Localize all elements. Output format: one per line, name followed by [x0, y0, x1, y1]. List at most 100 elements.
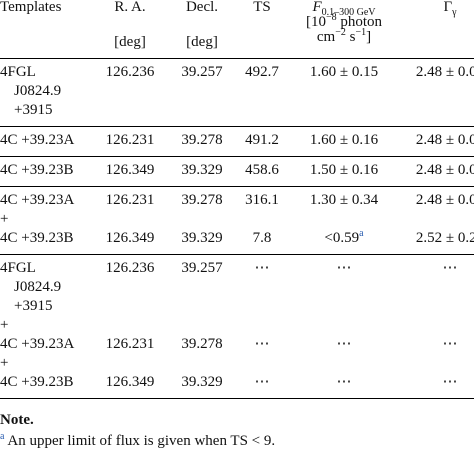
cell-value: 39.278 — [181, 336, 223, 352]
table-cell: 2.48 ± 0.05 — [400, 126, 474, 157]
cell-value: 39.257 — [181, 260, 223, 276]
footnote-mark: a — [359, 228, 364, 239]
cell-value: 39.257 — [181, 64, 223, 80]
data-table: Templates R. A. [deg] Decl. [deg] TS F0.1–… — [0, 0, 474, 399]
cell-value: 2.48 ± 0.05 — [415, 162, 474, 178]
cell-value: ⋯ — [254, 336, 270, 352]
table-row: 4FGL J0824.9 +3915 126.236 39.257 ⋯ ⋯ ⋯ — [0, 254, 474, 316]
header-text: TS — [253, 0, 271, 15]
template-name: 4C +39.23B — [0, 162, 74, 178]
template-name: 4C +39.23B — [0, 374, 74, 390]
table-row: 4FGL J0824.9 +3915 126.236 39.257 492.7 1.60… — [0, 58, 474, 127]
table-cell: 1.30 ± 0.34 — [288, 186, 400, 210]
table-cell — [288, 316, 400, 335]
header-cell: TS — [236, 0, 288, 59]
table-row: + — [0, 210, 474, 229]
cell-value: 126.236 — [105, 64, 155, 80]
table-cell: + — [0, 354, 92, 373]
cell-value: ⋯ — [336, 260, 352, 276]
symbol: F — [312, 0, 322, 15]
table-row: 4C +39.23B 126.349 39.329 7.8 <0.59a 2.52 ± 0… — [0, 229, 474, 255]
footnote: a An upper limit of flux is given when T… — [0, 432, 275, 450]
cell-value: 126.349 — [105, 230, 155, 246]
table-cell: 458.6 — [236, 156, 288, 187]
table-cell: 126.236 — [92, 254, 168, 316]
cell-value: 2.52 ± 0.28 — [415, 230, 474, 246]
cell-value: ⋯ — [254, 260, 270, 276]
table-row: + — [0, 316, 474, 335]
cell-value: 39.278 — [181, 192, 223, 208]
template-name: 4C +39.23A — [0, 336, 75, 352]
header-text: R. A. — [114, 0, 146, 15]
table-cell — [92, 316, 168, 335]
table-cell: 492.7 — [236, 58, 288, 127]
table-cell: <0.59a — [288, 229, 400, 255]
table-cell: 39.257 — [168, 254, 236, 316]
table-cell: 4C +39.23A — [0, 126, 92, 157]
table-cell: 2.48 ± 0.07 — [400, 186, 474, 210]
cell-value: 39.278 — [181, 132, 223, 148]
cell-value: 39.329 — [181, 374, 223, 390]
cell-value: 126.231 — [105, 132, 155, 148]
cell-value: 1.30 ± 0.34 — [309, 192, 379, 208]
table-cell: ⋯ — [400, 254, 474, 316]
unit-part: ] — [366, 29, 372, 45]
table-cell: ⋯ — [400, 335, 474, 354]
table-cell: 39.278 — [168, 335, 236, 354]
template-name: 4FGL J0824.9 +3915 — [0, 64, 62, 118]
table-cell: 126.231 — [92, 126, 168, 157]
cell-value: ⋯ — [254, 374, 270, 390]
table-cell: + — [0, 316, 92, 335]
template-name: + — [0, 211, 9, 227]
table-cell: 1.50 ± 0.16 — [288, 156, 400, 187]
table-cell — [400, 210, 474, 229]
template-name: + — [0, 355, 9, 371]
table-cell: 126.349 — [92, 373, 168, 399]
table-cell: 4FGL J0824.9 +3915 — [0, 58, 92, 127]
table-body: 4FGL J0824.9 +3915 126.236 39.257 492.7 1.60… — [0, 58, 474, 399]
cell-value: 2.48 ± 0.07 — [415, 192, 474, 208]
cell-value: 39.329 — [181, 162, 223, 178]
header-text: Decl. — [185, 0, 219, 15]
cell-value: ⋯ — [442, 374, 458, 390]
table-cell — [236, 210, 288, 229]
table-cell: 4C +39.23B — [0, 156, 92, 187]
table-cell: ⋯ — [288, 335, 400, 354]
template-name: 4C +39.23A — [0, 132, 75, 148]
table-cell — [400, 354, 474, 373]
header-unit: [deg] — [186, 34, 218, 50]
cell-value: <0.59 — [324, 230, 360, 246]
header-text: F0.1–300 GeV — [288, 0, 400, 18]
table-cell — [236, 316, 288, 335]
cell-value: 126.349 — [105, 162, 155, 178]
table-cell: 39.257 — [168, 58, 236, 127]
table-cell: 39.329 — [168, 156, 236, 187]
table-cell — [92, 210, 168, 229]
table-cell: ⋯ — [288, 373, 400, 399]
template-name: + — [0, 317, 9, 333]
table-cell: ⋯ — [400, 373, 474, 399]
table-cell: 491.2 — [236, 126, 288, 157]
unit-exp: −2 — [335, 27, 346, 38]
cell-value: 491.2 — [245, 132, 279, 148]
cell-value: 2.48 ± 0.05 — [415, 64, 474, 80]
table-cell: 126.349 — [92, 229, 168, 255]
cell-value: 458.6 — [245, 162, 279, 178]
header-cell: Templates — [0, 0, 92, 59]
unit-part: [10 — [305, 14, 326, 30]
cell-value: 126.231 — [105, 336, 155, 352]
header-unit: [deg] — [114, 34, 146, 50]
table-cell: 316.1 — [236, 186, 288, 210]
table-row: 4C +39.23A 126.231 39.278 316.1 1.30 ± 0.34 2… — [0, 186, 474, 210]
table-row: 4C +39.23B 126.349 39.329 ⋯ ⋯ ⋯ — [0, 373, 474, 399]
header-unit: cm−2 s−1] — [288, 27, 400, 45]
table-cell: 4C +39.23B — [0, 229, 92, 255]
table-cell: 4C +39.23B — [0, 373, 92, 399]
table-cell — [168, 210, 236, 229]
table-row: 4C +39.23B 126.349 39.329 458.6 1.50 ± 0.16 2… — [0, 156, 474, 187]
cell-value: 492.7 — [245, 64, 279, 80]
unit-exp: −1 — [355, 27, 367, 38]
note-heading: Note. — [0, 412, 34, 428]
